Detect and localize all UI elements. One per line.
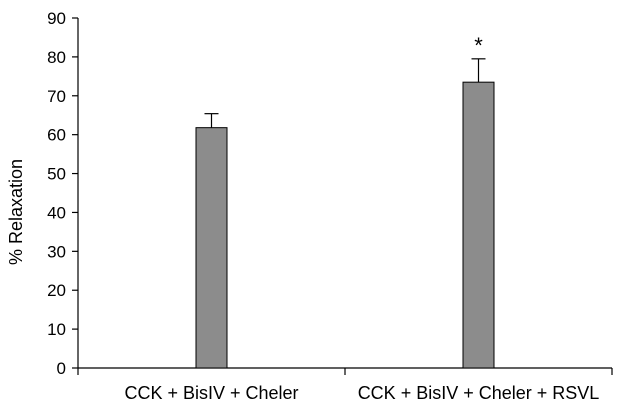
y-tick-label: 90 xyxy=(47,9,66,28)
axes xyxy=(72,17,613,375)
bars xyxy=(195,58,495,369)
y-tick-label: 70 xyxy=(47,87,66,106)
labels: 0 10 20 30 40 50 60 70 80 90 CCK + BisIV + Cheler C… xyxy=(47,9,599,403)
bar xyxy=(462,81,495,369)
y-axis-label: % Relaxation xyxy=(6,159,26,265)
y-tick-label: 0 xyxy=(57,359,66,378)
significance-marker: * xyxy=(474,33,483,58)
y-tick-label: 40 xyxy=(47,203,66,222)
y-tick-label: 30 xyxy=(47,242,66,261)
y-tick-label: 80 xyxy=(47,48,66,67)
x-category-label: CCK + BisIV + Cheler + RSVL xyxy=(358,383,600,403)
x-category-label: CCK + BisIV + Cheler xyxy=(124,383,298,403)
bar xyxy=(195,127,228,369)
y-tick-label: 50 xyxy=(47,165,66,184)
y-tick-label: 10 xyxy=(47,320,66,339)
y-tick-label: 60 xyxy=(47,126,66,145)
y-tick-label: 20 xyxy=(47,281,66,300)
